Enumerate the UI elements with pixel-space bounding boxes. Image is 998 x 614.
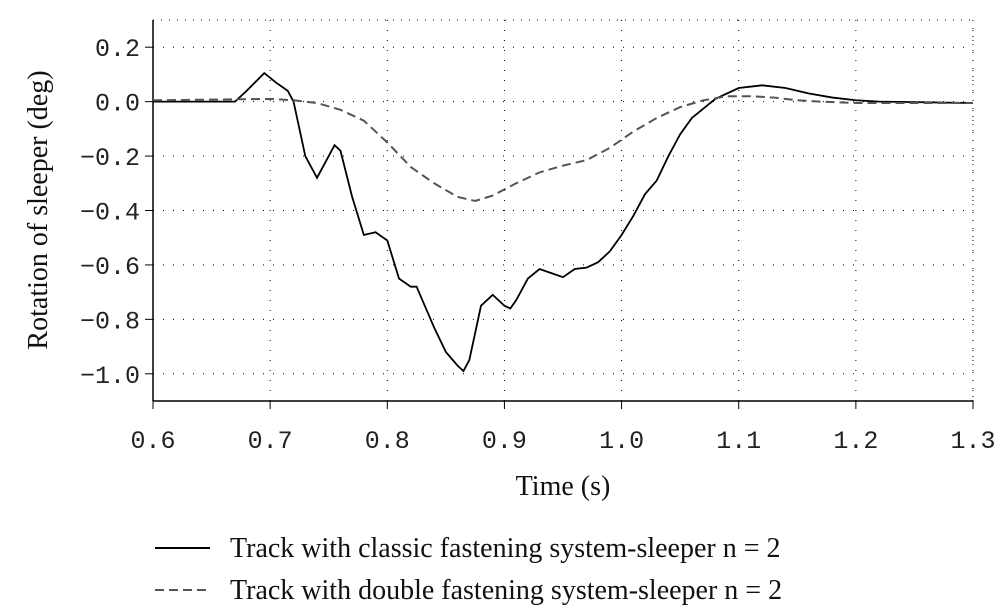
x-tick-label: 1.3 [950, 427, 995, 456]
y-tick-label: −0.4 [80, 199, 140, 228]
y-axis-label: Rotation of sleeper (deg) [23, 70, 54, 349]
x-tick-label: 0.9 [482, 427, 527, 456]
series-line [152, 95, 973, 203]
y-tick-label: −0.2 [80, 144, 140, 173]
x-tick-label: 0.6 [130, 427, 175, 456]
legend-label: Track with classic fastening system-slee… [230, 533, 781, 564]
x-tick-label: 0.8 [365, 427, 410, 456]
x-tick-label: 1.0 [599, 427, 644, 456]
y-tick-label: 0.2 [95, 35, 140, 64]
series-line [153, 71, 974, 373]
y-tick-label: −0.8 [80, 307, 140, 336]
x-tick-label: 0.7 [248, 427, 293, 456]
y-tick-label: −0.6 [80, 253, 140, 282]
y-tick-label: 0.0 [95, 90, 140, 119]
x-tick-label: 1.2 [833, 427, 878, 456]
legend-label: Track with double fastening system-sleep… [230, 575, 782, 606]
x-tick-label: 1.1 [716, 427, 761, 456]
x-axis-label: Time (s) [516, 471, 611, 502]
y-tick-label: −1.0 [80, 362, 140, 391]
